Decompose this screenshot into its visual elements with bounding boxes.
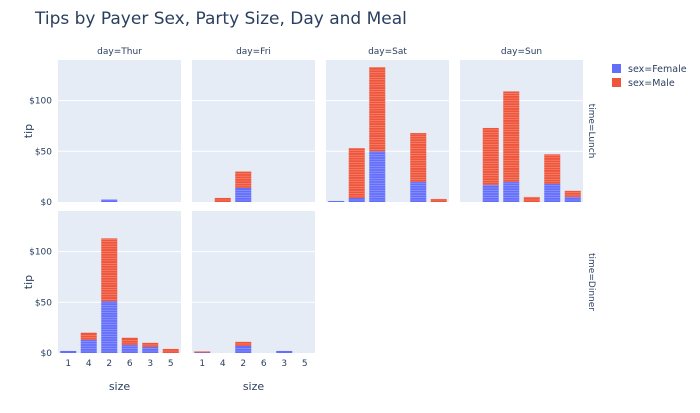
legend-label-male[interactable]: sex=Male [628, 78, 675, 89]
legend-swatch-female[interactable] [612, 64, 621, 73]
panel-thur-lunch: $0 $50 $100 [29, 60, 181, 208]
panel-background [192, 211, 315, 353]
bar-female-size-2 [235, 187, 252, 202]
bar-female-size-4 [80, 339, 97, 353]
x-tick-label: 3 [281, 359, 287, 369]
bar-female-size-1 [194, 352, 211, 353]
bar-female-size-2 [369, 151, 386, 202]
chart-title: Tips by Payer Sex, Party Size, Day and M… [34, 9, 407, 29]
y-tick-label: $0 [41, 349, 53, 359]
panel-background [192, 60, 315, 202]
x-tick-label: 1 [65, 359, 71, 369]
x-tick-label: 4 [86, 359, 92, 369]
bar-female-size-5 [564, 196, 581, 202]
bar-female-size-3 [276, 350, 293, 353]
x-tick-label: 4 [220, 359, 226, 369]
bar-female-size-2 [101, 199, 118, 202]
x-tick-label: 5 [168, 359, 174, 369]
panel-fri-lunch [192, 60, 315, 202]
bar-male-size-5 [162, 348, 179, 353]
panel-thur-dinner: $0 $50 $100 1 4 2 6 3 5 [29, 211, 181, 369]
bar-female-size-3 [142, 346, 159, 353]
bar-male-size-4 [80, 332, 97, 340]
bar-female-size-3 [544, 183, 561, 202]
facet-label-sun: day=Sun [501, 47, 542, 57]
bar-male-size-3 [410, 133, 427, 182]
bar-female-size-2 [235, 345, 252, 353]
y-tick-label: $0 [41, 198, 53, 208]
bar-male-size-2 [235, 341, 252, 346]
panel-fri-dinner: 1 4 2 6 3 5 [192, 211, 315, 369]
bar-female-size-1 [328, 200, 345, 202]
y-tick-label: $50 [35, 147, 52, 157]
panel-background [58, 211, 181, 353]
bar-male-size-5 [564, 190, 581, 197]
x-tick-label: 5 [302, 359, 308, 369]
y-tick-label: $100 [29, 97, 52, 107]
bar-female-size-4 [348, 197, 365, 202]
x-tick-label: 6 [127, 359, 133, 369]
facet-panels: $0 $50 $100 $0 $50 $100 1 4 2 6 3 5 1 4 2 6 3 5 [29, 60, 583, 369]
y-axis-title-lunch: tip [22, 124, 35, 138]
x-tick-label: 6 [261, 359, 267, 369]
facet-label-fri: day=Fri [236, 47, 271, 57]
y-tick-label: $50 [35, 298, 52, 308]
panel-sun-lunch [460, 60, 583, 202]
bar-male-size-2 [369, 67, 386, 152]
y-axis-title-dinner: tip [22, 275, 35, 289]
bar-male-size-2 [101, 238, 118, 302]
panel-background [58, 60, 181, 202]
bar-male-size-4 [482, 127, 499, 185]
legend-label-female[interactable]: sex=Female [628, 64, 687, 75]
facet-label-thur: day=Thur [97, 47, 142, 57]
x-tick-label: 1 [199, 359, 205, 369]
facet-label-dinner: time=Dinner [586, 253, 596, 311]
bar-male-size-2 [235, 171, 252, 188]
bar-male-size-6 [121, 337, 138, 345]
bar-female-size-1 [60, 350, 77, 353]
bar-female-size-2 [503, 181, 520, 202]
panel-sat-lunch [326, 60, 449, 202]
bar-female-size-4 [482, 184, 499, 202]
x-tick-label: 2 [240, 359, 246, 369]
bar-male-size-4 [214, 197, 231, 202]
bar-male-size-3 [544, 154, 561, 184]
bar-female-size-6 [121, 344, 138, 353]
x-tick-label: 2 [106, 359, 112, 369]
x-axis-title-fri: size [243, 380, 265, 393]
bar-male-size-5 [430, 198, 447, 202]
bar-male-size-3 [142, 342, 159, 347]
panel-background [326, 60, 449, 202]
facet-label-lunch: time=Lunch [586, 104, 596, 159]
bar-male-size-1 [194, 351, 211, 353]
bar-male-size-6 [523, 196, 540, 202]
legend-swatch-male[interactable] [612, 78, 621, 87]
bar-male-size-2 [503, 91, 520, 182]
y-tick-label: $100 [29, 248, 52, 258]
bar-male-size-4 [348, 148, 365, 198]
bar-female-size-2 [101, 301, 118, 353]
panel-background [460, 60, 583, 202]
legend[interactable]: sex=Female sex=Male [612, 64, 687, 89]
x-axis-title-thur: size [109, 380, 131, 393]
bar-female-size-3 [410, 181, 427, 202]
x-tick-label: 3 [147, 359, 153, 369]
facet-label-sat: day=Sat [368, 47, 407, 57]
